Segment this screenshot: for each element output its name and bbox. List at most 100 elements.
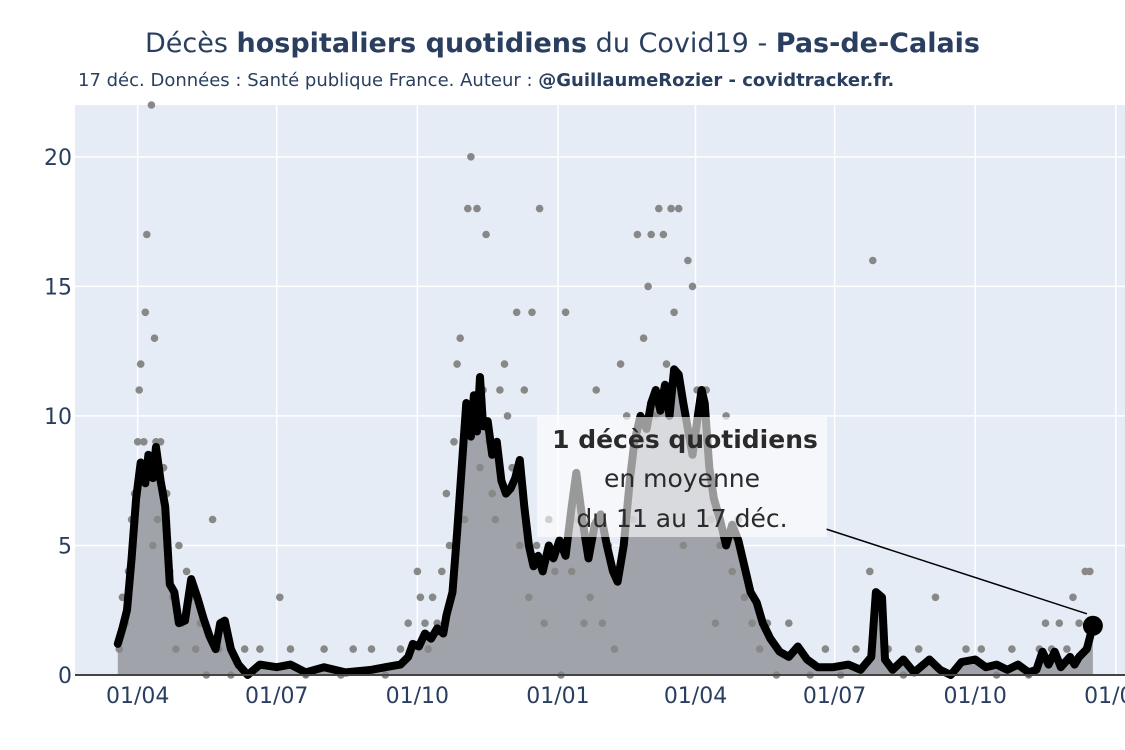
daily-death-point <box>135 386 143 394</box>
daily-death-point <box>931 593 940 602</box>
daily-death-point <box>256 645 264 653</box>
subtitle-text: 17 déc. Données : Santé publique France.… <box>78 70 539 91</box>
annotation-box <box>537 417 827 537</box>
last-value-marker <box>1082 615 1103 636</box>
x-tick-label: 01/01 <box>1084 684 1125 709</box>
daily-death-point <box>286 645 295 653</box>
daily-death-point <box>1075 619 1083 627</box>
daily-death-point <box>175 541 183 550</box>
daily-death-point <box>586 593 594 602</box>
daily-death-point <box>639 334 648 343</box>
daily-death-point <box>644 282 652 291</box>
daily-death-point <box>785 619 793 627</box>
annotation-arrow <box>825 528 1088 615</box>
daily-death-point <box>914 645 923 653</box>
daily-death-point <box>172 645 180 653</box>
daily-death-point <box>476 463 484 472</box>
daily-death-point <box>616 360 625 368</box>
daily-death-point <box>156 438 165 446</box>
daily-death-point <box>413 567 422 576</box>
daily-death-point <box>755 645 764 653</box>
daily-death-point <box>688 282 697 291</box>
daily-death-point <box>962 645 970 653</box>
title-part-2: hospitaliers quotidiens <box>236 28 588 59</box>
subtitle-author: @GuillaumeRozier - covidtracker.fr. <box>538 70 895 91</box>
daily-death-point <box>404 619 413 627</box>
daily-death-point <box>182 567 191 576</box>
annotation-layer: 1 décès quotidiens en moyenne du 11 au 1… <box>537 417 1088 615</box>
daily-death-point <box>349 645 358 653</box>
daily-death-point <box>684 256 692 265</box>
daily-death-point <box>1069 593 1077 602</box>
x-tick-label: 01/10 <box>944 684 1007 709</box>
daily-death-point <box>674 204 683 213</box>
daily-death-point <box>610 645 619 653</box>
daily-death-point <box>748 619 756 627</box>
daily-death-point <box>520 386 529 394</box>
daily-death-point <box>149 541 157 550</box>
daily-death-point <box>491 515 500 524</box>
daily-death-point <box>133 438 142 446</box>
daily-death-point <box>482 230 490 239</box>
daily-death-point <box>496 386 504 394</box>
daily-death-point <box>450 438 458 446</box>
daily-death-point <box>136 360 145 368</box>
daily-death-point <box>453 360 461 368</box>
annotation-line-1: 1 décès quotidiens <box>552 425 818 454</box>
y-tick-label: 20 <box>44 146 72 171</box>
daily-death-point <box>467 153 475 161</box>
daily-death-point <box>416 593 425 602</box>
axis-layer: 0 5 10 15 20 01/04 01/07 01/10 01/01 01/04 01/07 01… <box>44 146 1125 709</box>
daily-death-point <box>438 567 446 576</box>
daily-death-point <box>711 619 720 627</box>
daily-death-point <box>500 360 509 368</box>
daily-death-point <box>655 204 663 213</box>
y-tick-label: 10 <box>44 405 72 430</box>
x-tick-label: 01/04 <box>106 684 169 709</box>
daily-death-point <box>503 412 512 420</box>
daily-death-point <box>445 541 454 550</box>
daily-death-point <box>647 230 655 239</box>
daily-death-point <box>528 308 536 317</box>
daily-death-point <box>535 204 544 213</box>
daily-death-point <box>442 489 451 498</box>
daily-death-point <box>852 645 860 653</box>
daily-death-point <box>598 619 607 627</box>
daily-death-point <box>428 593 437 602</box>
daily-death-point <box>1055 619 1064 627</box>
daily-death-point <box>1041 619 1050 627</box>
daily-death-point <box>540 619 548 627</box>
daily-death-point <box>208 515 217 524</box>
daily-death-point <box>532 541 541 550</box>
daily-death-point <box>679 541 688 550</box>
daily-death-point <box>460 515 469 524</box>
daily-death-point <box>421 619 429 627</box>
daily-death-point <box>592 386 600 394</box>
daily-death-point <box>141 308 150 317</box>
daily-death-point <box>662 360 671 368</box>
daily-death-point <box>488 489 497 498</box>
annotation-line-2: en moyenne <box>604 464 760 493</box>
daily-death-point <box>525 593 533 602</box>
daily-death-point <box>633 230 642 239</box>
x-tick-label: 01/07 <box>245 684 308 709</box>
daily-death-point <box>659 230 668 239</box>
daily-death-point <box>561 308 570 317</box>
daily-death-point <box>869 256 877 265</box>
daily-death-point <box>866 567 874 576</box>
daily-death-point <box>240 645 249 653</box>
area-layer <box>117 369 1093 675</box>
title-part-1: Décès <box>144 28 237 59</box>
daily-death-point <box>191 645 200 653</box>
daily-death-point <box>143 230 151 239</box>
daily-death-point <box>456 334 465 343</box>
daily-death-point <box>512 308 521 317</box>
daily-death-point <box>153 515 162 524</box>
daily-death-point <box>821 645 830 653</box>
daily-death-point <box>667 204 675 213</box>
daily-death-point <box>567 567 576 576</box>
daily-death-point <box>147 101 156 109</box>
title-part-3: du Covid19 - <box>587 28 776 59</box>
area-fill <box>117 369 1093 675</box>
